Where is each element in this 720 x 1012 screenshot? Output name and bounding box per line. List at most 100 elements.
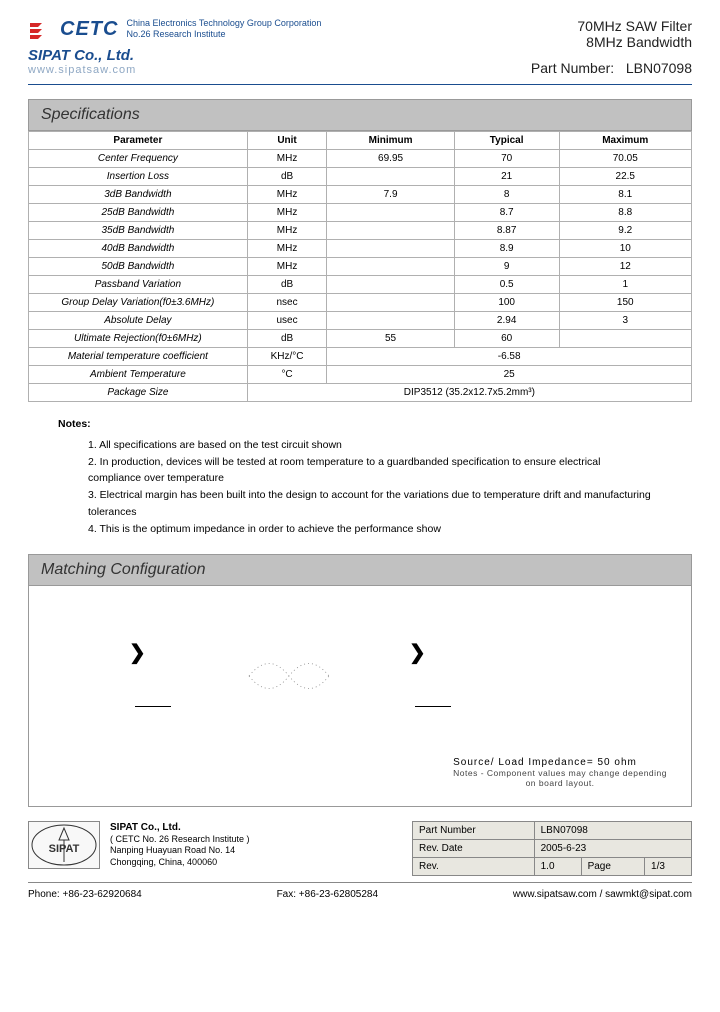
spec-param: Group Delay Variation(f0±3.6MHz)	[29, 294, 248, 312]
spec-param: Ambient Temperature	[29, 366, 248, 384]
footer-rev-value: 1.0	[534, 857, 581, 875]
col-typical: Typical	[454, 132, 559, 150]
spec-max: 70.05	[559, 150, 692, 168]
spec-param: Material temperature coefficient	[29, 348, 248, 366]
spec-max: 10	[559, 240, 692, 258]
spec-value: 25	[327, 366, 692, 384]
table-row: Part Number LBN07098	[413, 821, 692, 839]
table-row: 50dB BandwidthMHz912	[29, 258, 692, 276]
dotted-curve-icon	[239, 646, 339, 706]
header-left: CETC China Electronics Technology Group …	[28, 18, 321, 76]
spec-max: 150	[559, 294, 692, 312]
table-row: 3dB BandwidthMHz7.988.1	[29, 186, 692, 204]
spec-unit: dB	[247, 168, 327, 186]
footer-addr2: Chongqing, China, 400060	[110, 857, 402, 869]
footer-company-block: SIPAT Co., Ltd. ( CETC No. 26 Research I…	[110, 821, 402, 869]
cetc-icon	[28, 19, 56, 41]
spec-typ: 8.9	[454, 240, 559, 258]
spec-min	[327, 204, 454, 222]
spec-unit: °C	[247, 366, 327, 384]
matching-diagram: ❯ ❯ Source/ Load Impedance= 50 ohm Notes…	[29, 586, 691, 806]
arrow-icon: ❯	[129, 640, 146, 665]
cetc-sub-line1: China Electronics Technology Group Corpo…	[126, 18, 321, 29]
footer-company-sub: ( CETC No. 26 Research Institute )	[110, 834, 402, 846]
col-minimum: Minimum	[327, 132, 454, 150]
spec-typ: 100	[454, 294, 559, 312]
bottom-contact-bar: Phone: +86-23-62920684 Fax: +86-23-62805…	[28, 882, 692, 900]
table-row: Ultimate Rejection(f0±6MHz)dB5560	[29, 330, 692, 348]
matching-header: Matching Configuration	[29, 555, 691, 586]
spec-param: 40dB Bandwidth	[29, 240, 248, 258]
spec-unit: dB	[247, 276, 327, 294]
spec-unit: MHz	[247, 258, 327, 276]
spec-unit: MHz	[247, 222, 327, 240]
spec-min: 69.95	[327, 150, 454, 168]
spec-param: Insertion Loss	[29, 168, 248, 186]
spec-value: -6.58	[327, 348, 692, 366]
spec-max: 8.1	[559, 186, 692, 204]
spec-typ: 21	[454, 168, 559, 186]
spec-unit: MHz	[247, 186, 327, 204]
spec-param: 25dB Bandwidth	[29, 204, 248, 222]
table-row: Absolute Delayusec2.943	[29, 312, 692, 330]
spec-typ: 8.7	[454, 204, 559, 222]
note-item: 1. All specifications are based on the t…	[88, 437, 652, 454]
spec-param: Absolute Delay	[29, 312, 248, 330]
spec-unit: dB	[247, 330, 327, 348]
footer-date-label: Rev. Date	[413, 839, 535, 857]
col-maximum: Maximum	[559, 132, 692, 150]
spec-typ: 70	[454, 150, 559, 168]
table-row: Rev. 1.0 Page 1/3	[413, 857, 692, 875]
table-row: Rev. Date 2005-6-23	[413, 839, 692, 857]
table-row: Package SizeDIP3512 (35.2x12.7x5.2mm³)	[29, 384, 692, 402]
spec-param: Center Frequency	[29, 150, 248, 168]
part-number-value: LBN07098	[626, 60, 692, 76]
col-unit: Unit	[247, 132, 327, 150]
cetc-subtitle: China Electronics Technology Group Corpo…	[126, 18, 321, 40]
spec-min	[327, 312, 454, 330]
spec-min	[327, 168, 454, 186]
footer-revision-table: Part Number LBN07098 Rev. Date 2005-6-23…	[412, 821, 692, 876]
matching-configuration-section: Matching Configuration ❯ ❯ Source/ Load …	[28, 554, 692, 807]
footer-addr1: Nanping Huayuan Road No. 14	[110, 845, 402, 857]
spec-unit: nsec	[247, 294, 327, 312]
impedance-sub2: on board layout.	[453, 778, 667, 788]
footer-rev-label: Rev.	[413, 857, 535, 875]
cetc-name: CETC	[60, 18, 118, 41]
footer-pn-label: Part Number	[413, 821, 535, 839]
table-row: Group Delay Variation(f0±3.6MHz)nsec 1001…	[29, 294, 692, 312]
spec-typ: 9	[454, 258, 559, 276]
circuit-line	[415, 706, 451, 707]
product-title-line1: 70MHz SAW Filter	[531, 18, 692, 34]
page-header: CETC China Electronics Technology Group …	[28, 18, 692, 85]
spec-typ: 2.94	[454, 312, 559, 330]
sipat-logo-icon: SIPAT	[29, 822, 99, 868]
spec-param: 50dB Bandwidth	[29, 258, 248, 276]
header-right: 70MHz SAW Filter 8MHz Bandwidth Part Num…	[531, 18, 692, 76]
spec-param: 35dB Bandwidth	[29, 222, 248, 240]
spec-unit: MHz	[247, 150, 327, 168]
spec-value: DIP3512 (35.2x12.7x5.2mm³)	[247, 384, 691, 402]
spec-param: Package Size	[29, 384, 248, 402]
spec-typ: 0.5	[454, 276, 559, 294]
part-number-label: Part Number:	[531, 60, 614, 76]
table-row: 25dB BandwidthMHz8.78.8	[29, 204, 692, 222]
note-item: 2. In production, devices will be tested…	[88, 454, 652, 488]
footer-company-name: SIPAT Co., Ltd.	[110, 821, 402, 834]
spec-typ: 60	[454, 330, 559, 348]
spec-param: Ultimate Rejection(f0±6MHz)	[29, 330, 248, 348]
note-item: 4. This is the optimum impedance in orde…	[88, 521, 652, 538]
sipat-url: www.sipatsaw.com	[28, 64, 321, 76]
table-header-row: Parameter Unit Minimum Typical Maximum	[29, 132, 692, 150]
footer-web: www.sipatsaw.com / sawmkt@sipat.com	[513, 889, 692, 900]
product-title-line2: 8MHz Bandwidth	[531, 34, 692, 50]
footer-date-value: 2005-6-23	[534, 839, 691, 857]
note-item: 3. Electrical margin has been built into…	[88, 487, 652, 521]
impedance-note: Source/ Load Impedance= 50 ohm Notes - C…	[453, 757, 667, 788]
footer-fax: Fax: +86-23-62805284	[277, 889, 378, 900]
spec-unit: MHz	[247, 240, 327, 258]
arrow-icon: ❯	[409, 640, 426, 665]
table-row: 35dB BandwidthMHz8.879.2	[29, 222, 692, 240]
spec-unit: usec	[247, 312, 327, 330]
impedance-sub1: Notes - Component values may change depe…	[453, 768, 667, 778]
